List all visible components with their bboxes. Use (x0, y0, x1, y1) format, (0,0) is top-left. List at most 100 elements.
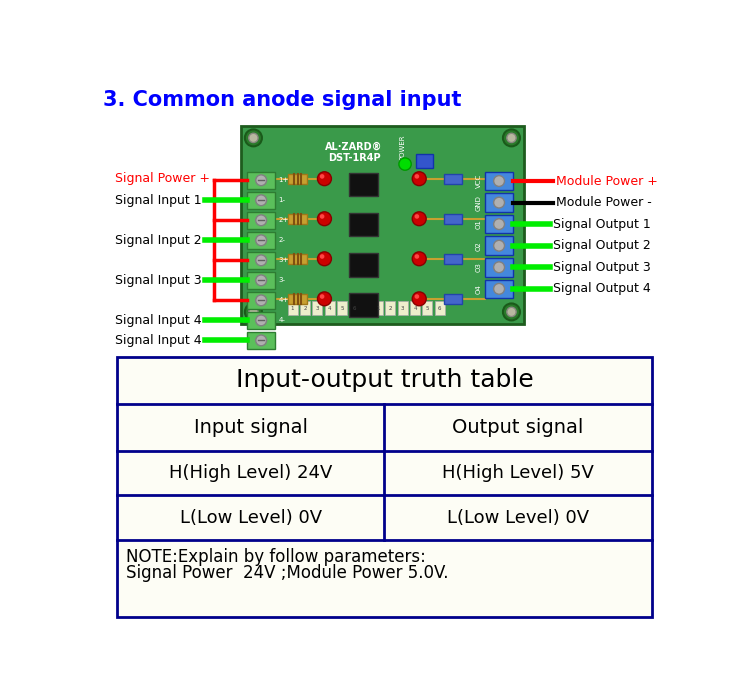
Text: DST-1R4P: DST-1R4P (328, 153, 380, 163)
Bar (248, 272, 275, 289)
Text: Signal Output 3: Signal Output 3 (554, 261, 651, 274)
Bar (248, 232, 275, 248)
Circle shape (244, 304, 262, 321)
Circle shape (415, 294, 419, 299)
Circle shape (317, 172, 332, 186)
Bar (349, 214, 378, 237)
Text: 4+: 4+ (278, 298, 289, 303)
Text: Output signal: Output signal (452, 418, 584, 437)
Bar (349, 293, 378, 316)
Bar (287, 301, 298, 315)
Text: 4: 4 (413, 306, 417, 311)
Circle shape (413, 292, 426, 306)
Circle shape (399, 158, 411, 170)
Text: 1: 1 (376, 306, 380, 311)
Text: 2+: 2+ (278, 217, 289, 223)
Circle shape (249, 133, 258, 143)
Bar (248, 212, 275, 229)
Text: Input-output truth table: Input-output truth table (236, 368, 533, 393)
Bar (416, 154, 434, 168)
Bar (444, 174, 463, 184)
Circle shape (256, 335, 266, 346)
Text: Signal Power  24V ;Module Power 5.0V.: Signal Power 24V ;Module Power 5.0V. (126, 564, 448, 582)
Text: POWER: POWER (399, 134, 405, 160)
Circle shape (415, 214, 419, 218)
Circle shape (494, 284, 505, 294)
Circle shape (256, 275, 266, 286)
Circle shape (413, 212, 426, 225)
Circle shape (317, 252, 332, 266)
Bar (241, 125, 524, 324)
Circle shape (413, 252, 426, 266)
Text: 3+: 3+ (278, 258, 289, 263)
Circle shape (494, 176, 505, 186)
Text: L(Low Level) 0V: L(Low Level) 0V (447, 508, 590, 526)
Text: Signal Input 4: Signal Input 4 (115, 334, 202, 347)
Bar (248, 332, 275, 349)
Bar (337, 301, 347, 315)
Bar (325, 301, 334, 315)
Text: Input signal: Input signal (194, 418, 308, 437)
Bar (398, 301, 408, 315)
Bar (349, 253, 378, 276)
Bar (288, 214, 307, 224)
Text: 2: 2 (388, 306, 392, 311)
Bar (312, 301, 322, 315)
Bar (435, 301, 445, 315)
Text: 5: 5 (340, 306, 344, 311)
Circle shape (320, 294, 325, 299)
Text: Signal Input 2: Signal Input 2 (115, 234, 202, 247)
Text: 3-: 3- (278, 277, 285, 284)
Text: O3: O3 (476, 262, 482, 272)
Bar (248, 172, 275, 189)
Text: Signal Power +: Signal Power + (115, 172, 210, 186)
Circle shape (415, 254, 419, 259)
Bar (410, 301, 420, 315)
Text: 6: 6 (438, 306, 442, 311)
Bar (248, 252, 275, 269)
Bar (444, 214, 463, 224)
Text: 1: 1 (291, 306, 294, 311)
Text: 3: 3 (400, 306, 404, 311)
Text: Signal Input 3: Signal Input 3 (115, 274, 202, 287)
Bar (485, 258, 513, 276)
Text: 1-: 1- (278, 197, 285, 203)
Bar (422, 301, 433, 315)
Bar (248, 292, 275, 309)
Circle shape (256, 295, 266, 306)
Text: NOTE:Explain by follow parameters:: NOTE:Explain by follow parameters: (126, 547, 426, 566)
Text: L(Low Level) 0V: L(Low Level) 0V (180, 508, 322, 526)
Circle shape (249, 307, 258, 316)
Text: 6: 6 (352, 306, 356, 311)
Text: H(High Level) 5V: H(High Level) 5V (442, 464, 594, 482)
Circle shape (317, 292, 332, 306)
Text: Signal Output 1: Signal Output 1 (554, 218, 651, 230)
Text: 4: 4 (328, 306, 332, 311)
Circle shape (256, 255, 266, 266)
Text: Signal Output 4: Signal Output 4 (554, 282, 651, 295)
Bar (485, 172, 513, 190)
Text: Signal Output 2: Signal Output 2 (554, 239, 651, 252)
Text: Module Power -: Module Power - (556, 196, 652, 209)
Bar (350, 301, 359, 315)
Circle shape (415, 174, 419, 179)
Circle shape (507, 307, 516, 316)
Bar (485, 215, 513, 233)
Text: AL·ZARD®: AL·ZARD® (326, 142, 383, 152)
Bar (117, 356, 652, 617)
Bar (248, 192, 275, 209)
Bar (288, 294, 307, 304)
Text: 1+: 1+ (278, 177, 289, 183)
Bar (288, 254, 307, 264)
Circle shape (256, 315, 266, 326)
Circle shape (503, 130, 520, 146)
Text: 3: 3 (316, 306, 319, 311)
Bar (373, 301, 382, 315)
Text: GND: GND (476, 195, 482, 211)
Bar (444, 254, 463, 264)
Bar (485, 237, 513, 255)
Circle shape (317, 212, 332, 225)
Bar (288, 174, 307, 184)
Text: Signal Input 4: Signal Input 4 (115, 314, 202, 327)
Circle shape (494, 218, 505, 230)
